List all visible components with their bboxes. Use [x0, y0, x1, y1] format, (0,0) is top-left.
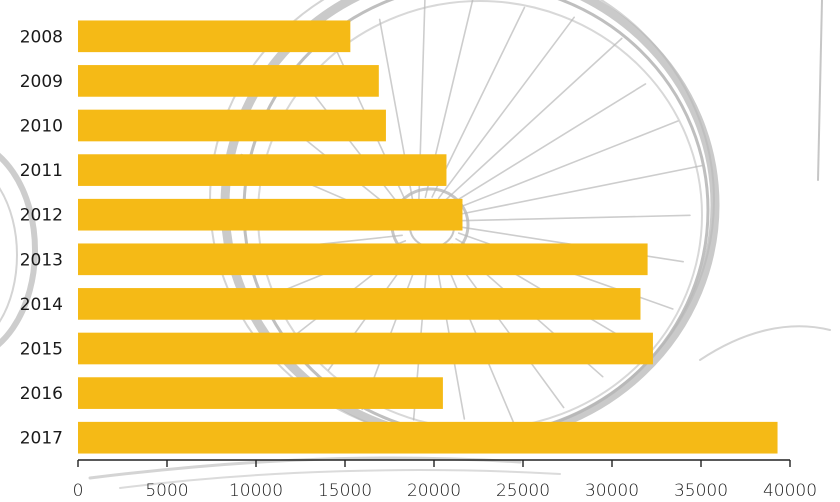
- y-tick-label-2013: 2013: [20, 250, 63, 270]
- bar-2009: [78, 65, 379, 97]
- bar-2011: [78, 154, 447, 186]
- y-tick-label-2009: 2009: [20, 72, 63, 92]
- x-tick-label-20000: 20000: [407, 481, 461, 501]
- y-tick-label-2008: 2008: [20, 27, 63, 47]
- bar-2012: [78, 198, 463, 231]
- bar-2010: [78, 109, 386, 142]
- x-tick-label-10000: 10000: [229, 481, 283, 501]
- x-tick-label-30000: 30000: [585, 481, 639, 501]
- y-tick-label-2012: 2012: [20, 206, 63, 226]
- y-axis-labels: 2008 2009 2010 2011 2012 2013 2014 2015 2016 2017: [20, 27, 63, 448]
- y-tick-label-2014: 2014: [20, 295, 63, 315]
- x-tick-label-15000: 15000: [318, 481, 372, 501]
- y-tick-label-2016: 2016: [20, 384, 63, 404]
- bar-2015: [78, 332, 653, 365]
- y-tick-label-2011: 2011: [20, 161, 63, 181]
- x-axis: 0 5000 10000 15000 20000 25000 30000 35000 40000: [73, 459, 817, 501]
- bar-2017: [78, 421, 778, 454]
- bar-2014: [78, 288, 641, 320]
- y-tick-label-2010: 2010: [20, 117, 63, 137]
- bars-group: [78, 20, 778, 454]
- bar-2013: [78, 243, 648, 276]
- x-tick-label-35000: 35000: [674, 481, 728, 501]
- x-tick-label-0: 0: [73, 481, 84, 501]
- bar-2016: [78, 377, 443, 409]
- x-tick-label-25000: 25000: [496, 481, 550, 501]
- y-tick-label-2017: 2017: [20, 429, 63, 449]
- x-tick-label-5000: 5000: [145, 481, 188, 501]
- x-tick-label-40000: 40000: [763, 481, 817, 501]
- bar-2008: [78, 20, 351, 53]
- y-tick-label-2015: 2015: [20, 340, 63, 360]
